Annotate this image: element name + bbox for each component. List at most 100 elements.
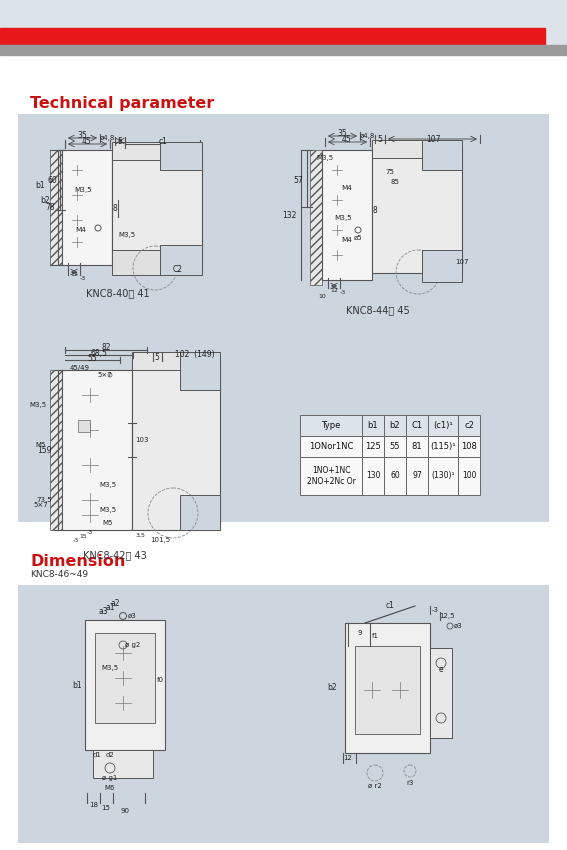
Bar	[406, 415, 428, 436]
Text: 60: 60	[47, 175, 57, 184]
Text: e: e	[439, 666, 443, 675]
Text: 57: 57	[293, 175, 303, 184]
Bar	[112, 142, 202, 160]
Text: 78: 78	[45, 202, 55, 212]
Text: M3,5: M3,5	[99, 482, 117, 488]
Text: 12,5: 12,5	[439, 613, 455, 619]
Text: (c1)¹: (c1)¹	[433, 421, 453, 430]
Text: r3: r3	[407, 780, 414, 786]
Bar	[322, 150, 372, 280]
Text: ø5: ø5	[354, 235, 362, 241]
Text: -3: -3	[87, 530, 93, 536]
Text: b2: b2	[390, 421, 400, 430]
Text: ø4,8: ø4,8	[359, 133, 375, 139]
Text: -3: -3	[431, 607, 438, 613]
Text: b2: b2	[327, 683, 337, 693]
Text: f0: f0	[156, 677, 163, 683]
Text: ø g2: ø g2	[125, 642, 141, 648]
Text: 8: 8	[373, 206, 378, 214]
Text: 159: 159	[37, 445, 52, 455]
Bar	[112, 152, 202, 264]
Bar	[0, 45, 567, 55]
Text: M6: M6	[105, 785, 115, 791]
Text: -3: -3	[340, 291, 346, 296]
Text: 18: 18	[90, 802, 99, 808]
Bar	[372, 140, 462, 158]
Bar	[300, 436, 362, 457]
Text: ø3: ø3	[128, 613, 137, 619]
Text: b2: b2	[40, 196, 50, 205]
Text: 68,5: 68,5	[91, 348, 107, 358]
Text: 107: 107	[455, 259, 469, 265]
Bar	[62, 370, 132, 530]
Bar	[62, 150, 112, 265]
Text: 9: 9	[358, 630, 362, 636]
Text: 97: 97	[412, 472, 422, 480]
Bar	[50, 370, 62, 530]
Text: 82: 82	[101, 343, 111, 352]
Text: Type: Type	[321, 421, 341, 430]
Bar	[422, 250, 462, 282]
Bar	[384, 457, 406, 495]
Bar	[0, 0, 567, 55]
Text: KNC8-46~49: KNC8-46~49	[30, 570, 88, 579]
Bar	[362, 436, 384, 457]
Text: Dimension: Dimension	[30, 554, 125, 569]
Text: KNC8-44、 45: KNC8-44、 45	[346, 305, 410, 315]
Text: 132: 132	[282, 211, 297, 219]
Bar	[310, 150, 322, 285]
Text: 3,5: 3,5	[135, 532, 145, 537]
Bar	[372, 148, 462, 273]
Bar	[430, 648, 452, 738]
Bar	[93, 750, 153, 778]
Bar	[78, 420, 90, 432]
Bar	[18, 114, 549, 522]
Text: ø r2: ø r2	[368, 783, 382, 789]
Text: 108: 108	[461, 442, 477, 451]
Text: 15: 15	[79, 535, 87, 540]
Text: M3,5: M3,5	[119, 232, 136, 238]
Text: 75: 75	[386, 169, 395, 175]
Bar	[345, 623, 430, 753]
Bar	[422, 140, 462, 170]
Text: 107: 107	[426, 134, 440, 144]
Text: 1NO+1NC
2NO+2Nc Or: 1NO+1NC 2NO+2Nc Or	[307, 466, 356, 485]
Bar	[300, 457, 362, 495]
Text: 81: 81	[412, 442, 422, 451]
Text: c2: c2	[464, 421, 474, 430]
Bar	[85, 620, 165, 750]
Text: 12: 12	[70, 273, 78, 277]
Text: ø3: ø3	[454, 623, 462, 629]
Bar	[355, 646, 420, 734]
Text: KNC8-42、 43: KNC8-42、 43	[83, 550, 147, 560]
Text: M3,5: M3,5	[316, 155, 333, 161]
Text: 85: 85	[391, 179, 399, 185]
Bar	[300, 415, 362, 436]
Bar	[160, 245, 202, 275]
Text: 12: 12	[330, 287, 338, 292]
Bar	[384, 436, 406, 457]
Text: a3: a3	[98, 607, 108, 615]
Text: 35: 35	[77, 131, 87, 139]
Text: 45: 45	[82, 137, 92, 145]
Bar	[18, 585, 549, 843]
Bar	[180, 495, 220, 530]
Bar	[428, 436, 458, 457]
Text: M3,5: M3,5	[101, 665, 119, 671]
Text: 55: 55	[87, 354, 97, 362]
Bar	[406, 436, 428, 457]
Bar	[160, 245, 202, 275]
Text: 10: 10	[318, 294, 326, 299]
Bar	[458, 457, 480, 495]
Text: 90: 90	[121, 808, 129, 814]
Text: c1: c1	[159, 137, 167, 145]
Text: M5: M5	[36, 442, 46, 448]
Text: a2: a2	[110, 598, 120, 608]
Bar	[422, 140, 462, 170]
Text: C2: C2	[173, 265, 183, 275]
Text: KNC8-40、 41: KNC8-40、 41	[86, 288, 150, 298]
Text: M3,5: M3,5	[334, 215, 352, 221]
Text: -3: -3	[80, 275, 86, 281]
Text: ø g1: ø g1	[102, 775, 118, 781]
Text: 45/49: 45/49	[70, 365, 90, 371]
